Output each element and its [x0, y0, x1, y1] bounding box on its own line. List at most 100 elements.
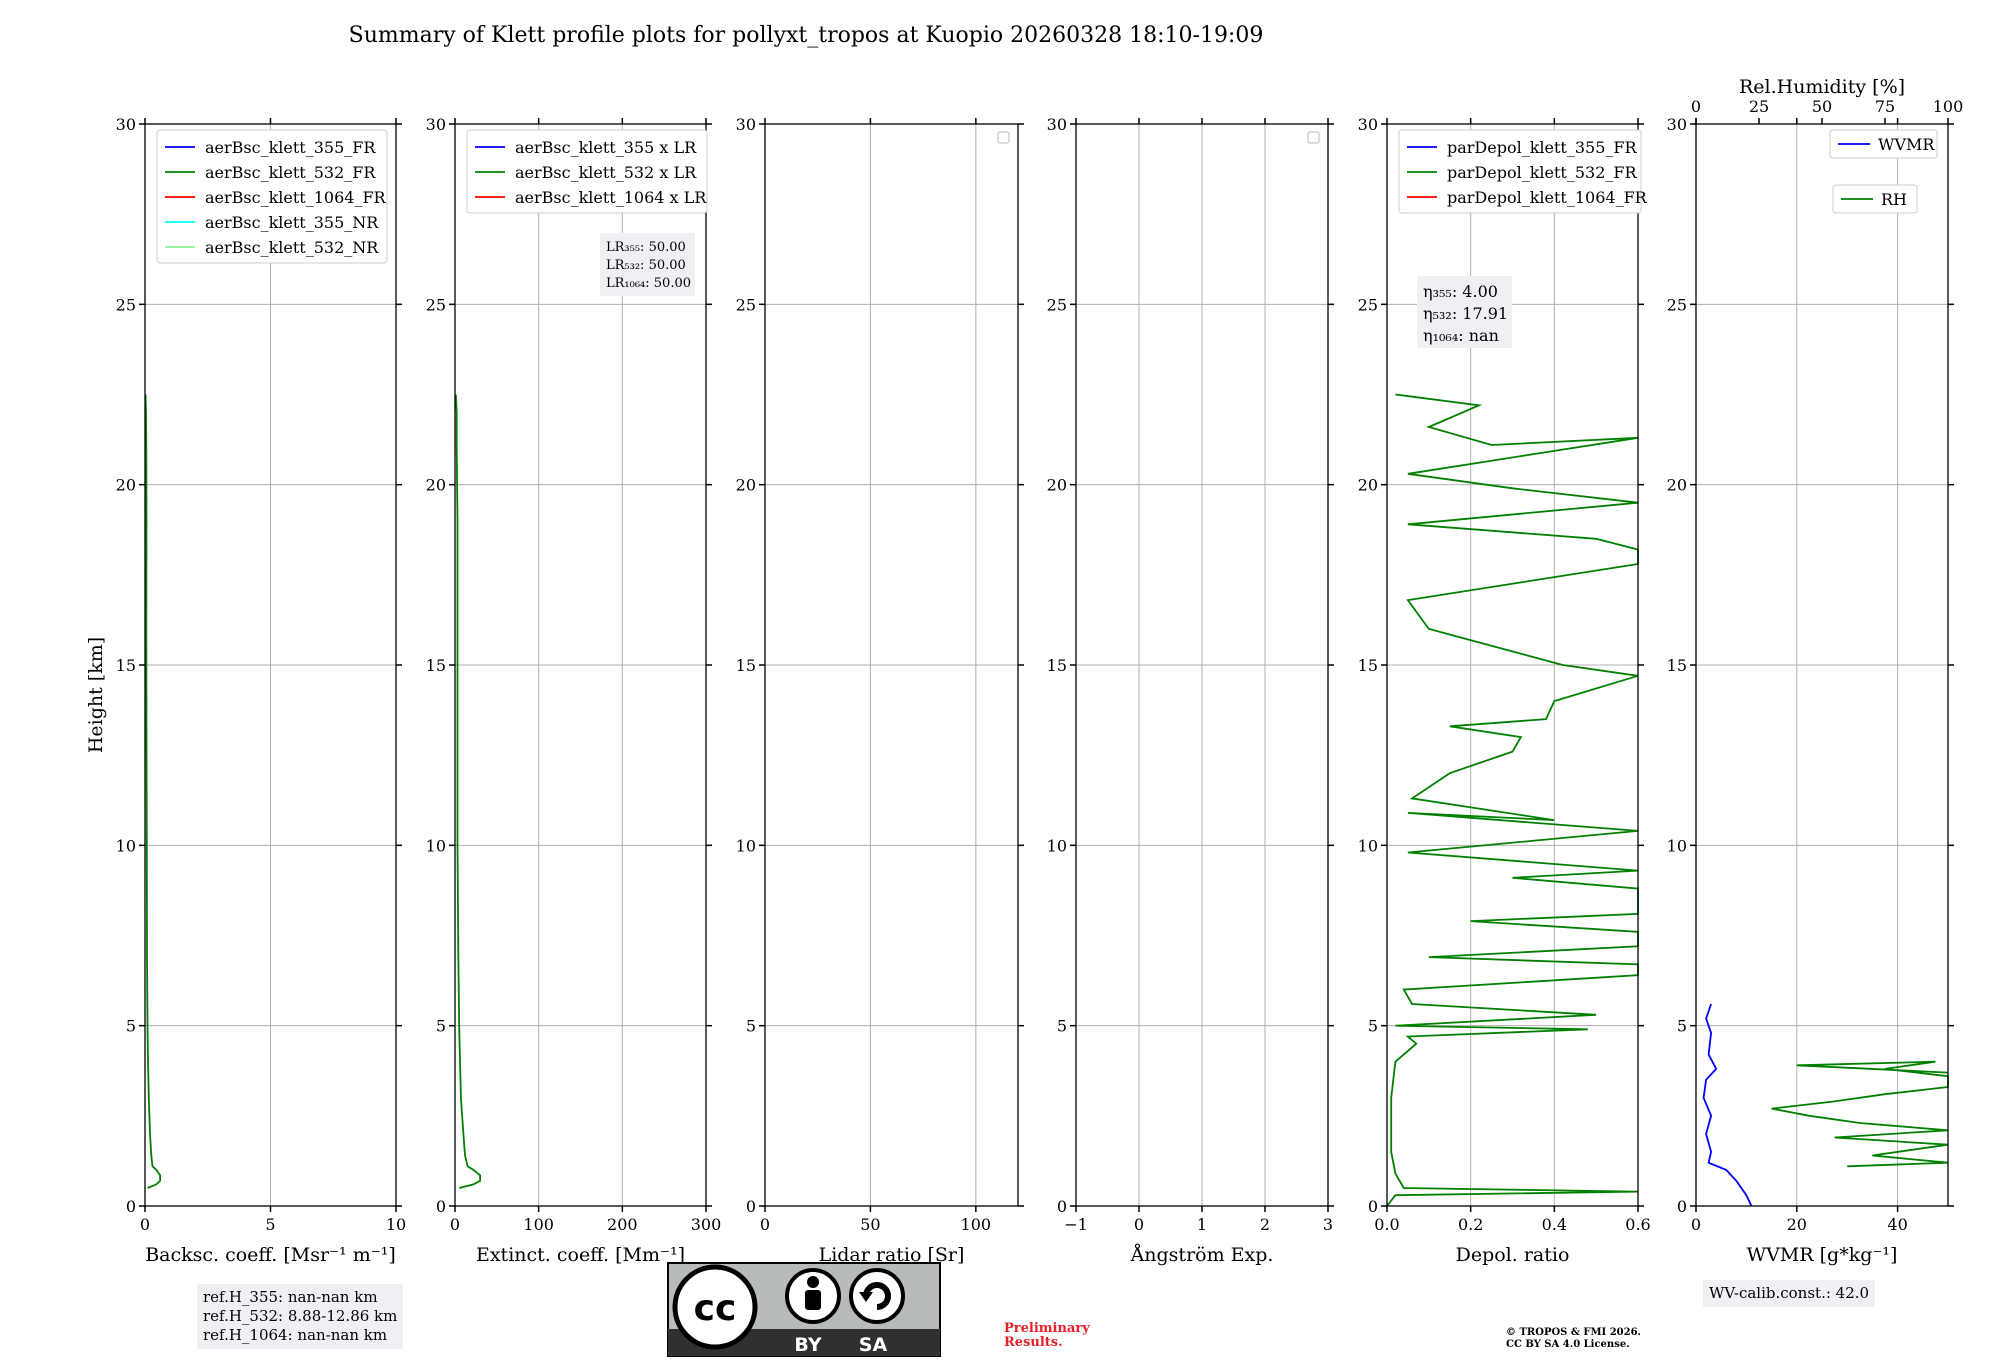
- axes-frame: [1386, 123, 1639, 1207]
- x-tick-label: 10: [386, 1215, 406, 1234]
- x-tick-label: 100: [523, 1215, 554, 1234]
- y-tick-label: 20: [1358, 476, 1378, 495]
- copyright-line: CC BY SA 4.0 License.: [1506, 1339, 1630, 1350]
- y-tick-label: 0: [1057, 1197, 1067, 1216]
- x-axis-label: Backsc. coeff. [Msr⁻¹ m⁻¹]: [145, 1244, 396, 1266]
- lr-line: LR₃₅₅: 50.00: [606, 240, 686, 255]
- y-tick-label: 10: [1358, 836, 1378, 855]
- series-line-RH: [1771, 1060, 1949, 1168]
- cc-by-sa-badge: cc BY SA: [667, 1262, 941, 1357]
- copyright-line: © TROPOS & FMI 2026.: [1506, 1327, 1642, 1338]
- legend-label: aerBsc_klett_1064 x LR: [515, 188, 707, 207]
- x-tick-label: 0.2: [1458, 1215, 1483, 1234]
- x-axis-label: Depol. ratio: [1456, 1244, 1570, 1266]
- eta-line: η₁₀₆₄: nan: [1423, 326, 1499, 345]
- y-tick-label: 10: [426, 836, 446, 855]
- eta-box: [1417, 276, 1512, 348]
- y-tick-label: 0: [126, 1197, 136, 1216]
- refh-line: ref.H_532: 8.88-12.86 km: [203, 1307, 398, 1325]
- axes-frame: [1695, 123, 1949, 1207]
- sa-label: SA: [859, 1334, 888, 1356]
- y-tick-label: 30: [1667, 115, 1687, 134]
- y-tick-label: 5: [126, 1017, 136, 1036]
- preliminary-note: Preliminary Results.: [1004, 1322, 1090, 1350]
- x-tick-label: 0: [760, 1215, 770, 1234]
- y-tick-label: 10: [116, 836, 136, 855]
- by-person-body: [805, 1290, 821, 1310]
- axes-frame: [1075, 123, 1329, 1207]
- legend-label: parDepol_klett_532_FR: [1447, 163, 1638, 182]
- lr-line: LR₁₀₆₄: 50.00: [606, 276, 691, 291]
- y-tick-label: 20: [736, 476, 756, 495]
- panel-dep: 0 5 10 15 20 25 30 0.0 0.2 0.4 0.6 Depol. ratio parD…: [1358, 115, 1651, 1266]
- refh-box: ref.H_355: nan-nan km ref.H_532: 8.88-12…: [197, 1284, 404, 1349]
- x-tick-label: 0: [1134, 1215, 1144, 1234]
- y-tick-label: 25: [736, 295, 756, 314]
- legend-label: aerBsc_klett_355 x LR: [515, 138, 697, 157]
- x-tick-label: 300: [691, 1215, 722, 1234]
- y-tick-label: 30: [1047, 115, 1067, 134]
- y-tick-label: 20: [1047, 476, 1067, 495]
- top-axis-label: Rel.Humidity [%]: [1739, 76, 1905, 98]
- y-tick-label: 15: [426, 656, 446, 675]
- y-tick-label: 5: [746, 1017, 756, 1036]
- x-axis-label: WVMR [g*kg⁻¹]: [1747, 1244, 1898, 1266]
- y-tick-label: 5: [1057, 1017, 1067, 1036]
- y-tick-label: 30: [1358, 115, 1378, 134]
- eta-line: η₃₅₅: 4.00: [1423, 282, 1498, 301]
- y-tick-label: 15: [736, 656, 756, 675]
- y-tick-label: 0: [1368, 1197, 1378, 1216]
- top-tick-label: 100: [1933, 97, 1964, 116]
- x-tick-label: 1: [1197, 1215, 1207, 1234]
- lr-box: [600, 233, 695, 296]
- y-tick-label: 15: [1358, 656, 1378, 675]
- refh-line: ref.H_1064: nan-nan km: [203, 1326, 388, 1344]
- x-tick-label: 0.6: [1625, 1215, 1650, 1234]
- top-tick-label: 0: [1691, 97, 1701, 116]
- y-tick-label: 0: [436, 1197, 446, 1216]
- x-tick-label: −1: [1064, 1215, 1088, 1234]
- legend-label: aerBsc_klett_1064_FR: [205, 188, 387, 207]
- x-tick-label: 20: [1787, 1215, 1807, 1234]
- wv-calib-text: WV-calib.const.: 42.0: [1709, 1284, 1870, 1302]
- y-tick-label: 15: [1667, 656, 1687, 675]
- legend-label: aerBsc_klett_355_FR: [205, 138, 376, 157]
- y-tick-label: 30: [736, 115, 756, 134]
- legend-label: parDepol_klett_355_FR: [1447, 138, 1638, 157]
- preliminary-line: Preliminary: [1004, 1321, 1090, 1336]
- x-tick-label: 3: [1323, 1215, 1333, 1234]
- wv-calib-box: WV-calib.const.: 42.0: [1703, 1280, 1876, 1307]
- y-tick-label: 10: [1667, 836, 1687, 855]
- y-tick-label: 25: [116, 295, 136, 314]
- y-tick-label: 20: [1667, 476, 1687, 495]
- x-tick-label: 40: [1887, 1215, 1907, 1234]
- legend-box: [1832, 184, 1918, 214]
- panel-bsc: 0 5 10 15 20 25 30 0 5 10 Backsc. coeff. [Msr⁻¹ m⁻…: [116, 115, 407, 1266]
- empty-legend-icon: [997, 131, 1010, 144]
- x-tick-label: 0.0: [1374, 1215, 1399, 1234]
- legend-box: [156, 129, 388, 264]
- panel-lr: 0 5 10 15 20 25 30 0 50 100 Lidar ratio [Sr]: [736, 115, 1024, 1266]
- x-tick-label: 0: [450, 1215, 460, 1234]
- x-axis-label: Extinct. coeff. [Mm⁻¹]: [476, 1244, 685, 1266]
- preliminary-line: Results.: [1004, 1335, 1063, 1350]
- legend-label: parDepol_klett_1064_FR: [1447, 188, 1648, 207]
- x-tick-label: 5: [265, 1215, 275, 1234]
- cc-circle-icon: [672, 1264, 758, 1350]
- y-tick-label: 5: [1368, 1017, 1378, 1036]
- sa-arrow-arc: [863, 1282, 891, 1310]
- x-tick-label: 2: [1260, 1215, 1270, 1234]
- legend-label: WVMR: [1878, 135, 1935, 154]
- eta-line: η₅₃₂: 17.91: [1423, 304, 1508, 323]
- y-tick-label: 30: [426, 115, 446, 134]
- legend-label: aerBsc_klett_532 x LR: [515, 163, 697, 182]
- x-axis-label: Ångström Exp.: [1130, 1244, 1274, 1266]
- cc-letters: cc: [694, 1288, 737, 1329]
- legend-box: [1398, 129, 1642, 214]
- y-tick-label: 20: [426, 476, 446, 495]
- x-tick-label: 100: [961, 1215, 992, 1234]
